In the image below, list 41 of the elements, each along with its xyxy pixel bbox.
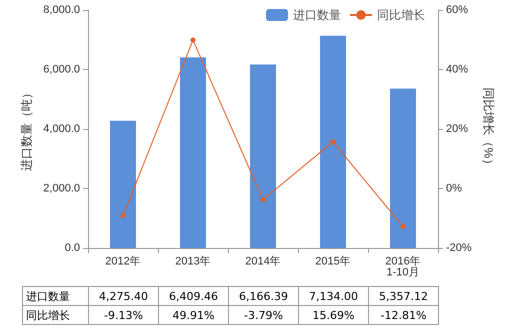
bar: [320, 36, 346, 248]
x-tick-label: 2013年: [175, 256, 211, 268]
y2-tick-label: -20%: [446, 242, 472, 254]
x-tick-label: 2012年: [105, 256, 141, 268]
y-axis-title: 进口数量（吨）: [19, 87, 34, 171]
data-label: -12.81%: [368, 306, 438, 324]
y-tick-label: 4,000.0: [43, 123, 80, 135]
point: [120, 213, 126, 218]
x-tick-label: 2016年1-10月: [385, 256, 421, 278]
bar: [110, 120, 136, 248]
data-label: 7,134.00: [298, 286, 368, 306]
y-tick-label: 6,000.0: [43, 64, 80, 76]
data-label: 5,357.12: [368, 286, 438, 306]
data-label: 6,409.46: [158, 286, 228, 306]
y2-tick-label: 20%: [446, 123, 468, 135]
bar: [390, 88, 416, 248]
y2-tick-label: 0%: [446, 182, 462, 194]
data-label: -9.13%: [88, 306, 158, 324]
y2-tick-label: 40%: [446, 64, 468, 76]
x-tick-label: 2014年: [245, 256, 281, 268]
data-label: 15.69%: [298, 306, 368, 324]
text: 进口数量: [26, 290, 70, 302]
data-label: 4,275.40: [88, 286, 158, 306]
data-label: 49.91%: [158, 306, 228, 324]
y2-tick-label: 60%: [446, 4, 468, 16]
bar: [250, 64, 276, 248]
data-label: -3.79%: [228, 306, 298, 324]
point: [400, 224, 406, 230]
x-tick-label: 2015年: [315, 256, 351, 268]
y2-axis-title: 同比增长（%）: [482, 88, 496, 170]
text: 同比增长: [26, 308, 70, 322]
point: [190, 38, 196, 43]
legend-label: 进口数量: [293, 8, 341, 22]
data-label: 6,166.39: [228, 286, 298, 306]
y-tick-label: 0.0: [64, 242, 80, 254]
point: [330, 139, 336, 144]
legend-label: 同比增长: [377, 8, 425, 22]
y-tick-label: 8,000.0: [43, 4, 80, 16]
y-tick-label: 2,000.0: [43, 182, 80, 194]
point: [260, 197, 266, 202]
bar: [180, 57, 206, 248]
